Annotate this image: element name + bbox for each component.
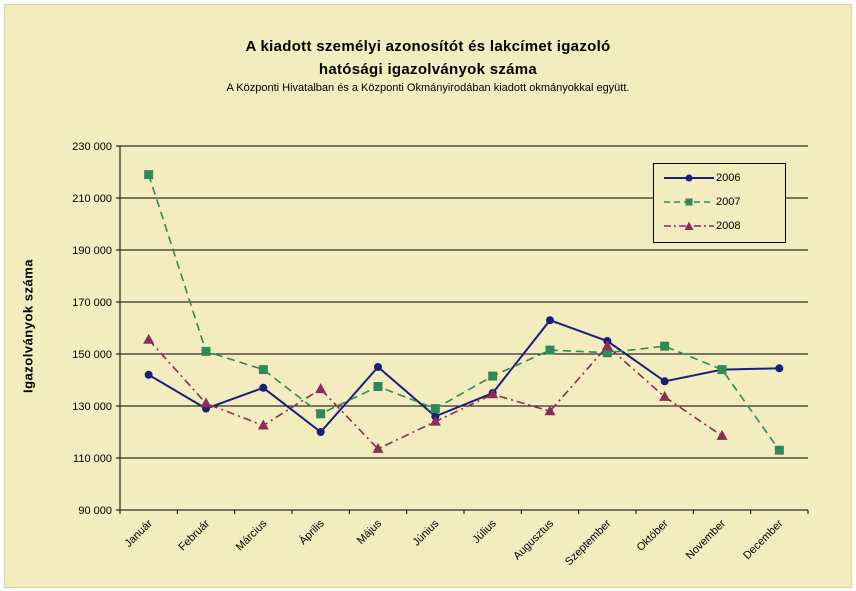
data-point-2007: [430, 404, 440, 414]
y-tick-label: 130 000: [72, 401, 112, 413]
y-tick-label: 190 000: [72, 245, 112, 257]
x-tick-label: Február: [176, 517, 212, 553]
legend-item-2007: 2007: [654, 192, 785, 212]
data-point-2008: [200, 397, 212, 408]
legend-swatch-2007: [664, 198, 714, 206]
x-tick-label: Május: [355, 517, 385, 547]
data-point-2008: [601, 340, 613, 351]
data-point-2008: [143, 333, 155, 344]
chart-area-background: [4, 4, 852, 588]
data-point-2007: [660, 341, 670, 351]
legend-item-2006: 2006: [654, 168, 785, 188]
y-tick-label: 110 000: [73, 453, 112, 465]
data-point-2007: [373, 382, 383, 391]
legend-label-2007: 2007: [716, 196, 741, 208]
x-tick-label: Augusztus: [511, 517, 556, 562]
chart-title-line-2: hatósági igazolványok száma: [318, 61, 538, 78]
data-point-2007: [316, 409, 326, 419]
data-point-2008: [487, 388, 499, 399]
x-tick-label: Június: [410, 517, 441, 548]
legend-swatch-2006: [664, 174, 714, 182]
data-point-2007: [545, 345, 555, 355]
data-point-2008: [544, 405, 556, 416]
data-point-2008: [716, 429, 728, 440]
series-line-2007: [147, 174, 780, 451]
data-point-2008: [372, 442, 384, 453]
x-tick-label: Július: [470, 517, 499, 546]
y-tick-label: 170 000: [72, 297, 112, 309]
data-point-2007: [258, 365, 268, 375]
legend-item-2008: 2008: [654, 216, 785, 236]
x-tick-label: Január: [123, 517, 156, 550]
y-tick-label: 90 000: [78, 505, 112, 517]
data-point-2007: [602, 348, 612, 358]
legend-label-2008: 2008: [716, 220, 741, 232]
x-tick-label: November: [684, 517, 729, 562]
data-point-2006: [144, 370, 153, 379]
data-point-2006: [775, 364, 784, 373]
y-tick-label: 230 000: [72, 141, 112, 153]
data-point-2007: [774, 445, 784, 455]
series-line-2008: [148, 339, 723, 450]
data-point-2006: [374, 363, 382, 371]
chart-subtitle: A Központi Hivatalban és a Központi Okmá…: [226, 82, 630, 94]
data-point-2007: [201, 346, 211, 356]
series-line-2006: [148, 319, 780, 434]
legend: 2006 2007 2008: [653, 163, 786, 243]
data-point-2008: [659, 390, 671, 401]
data-point-2006: [316, 428, 325, 436]
data-point-2007: [144, 170, 154, 180]
chart-title-line-1: A kiadott személyi azonosítót és lakcíme…: [245, 38, 611, 55]
data-point-2007: [488, 371, 498, 381]
data-point-2006: [546, 316, 554, 325]
x-tick-label: Március: [234, 517, 270, 553]
data-point-2008: [429, 415, 441, 426]
x-tick-label: Szeptember: [563, 517, 614, 568]
legend-swatch-2008: [664, 221, 714, 230]
data-point-2008: [315, 383, 327, 394]
data-point-2006: [259, 383, 268, 392]
x-tick-label: December: [741, 517, 786, 562]
y-tick-label: 210 000: [72, 193, 112, 205]
legend-label-2006: 2006: [716, 172, 741, 184]
data-point-2006: [660, 377, 669, 386]
data-point-2008: [257, 419, 269, 430]
data-point-2007: [717, 365, 727, 375]
x-tick-label: Október: [635, 517, 671, 553]
x-tick-label: Április: [296, 517, 327, 548]
y-tick-label: 150 000: [72, 349, 112, 361]
